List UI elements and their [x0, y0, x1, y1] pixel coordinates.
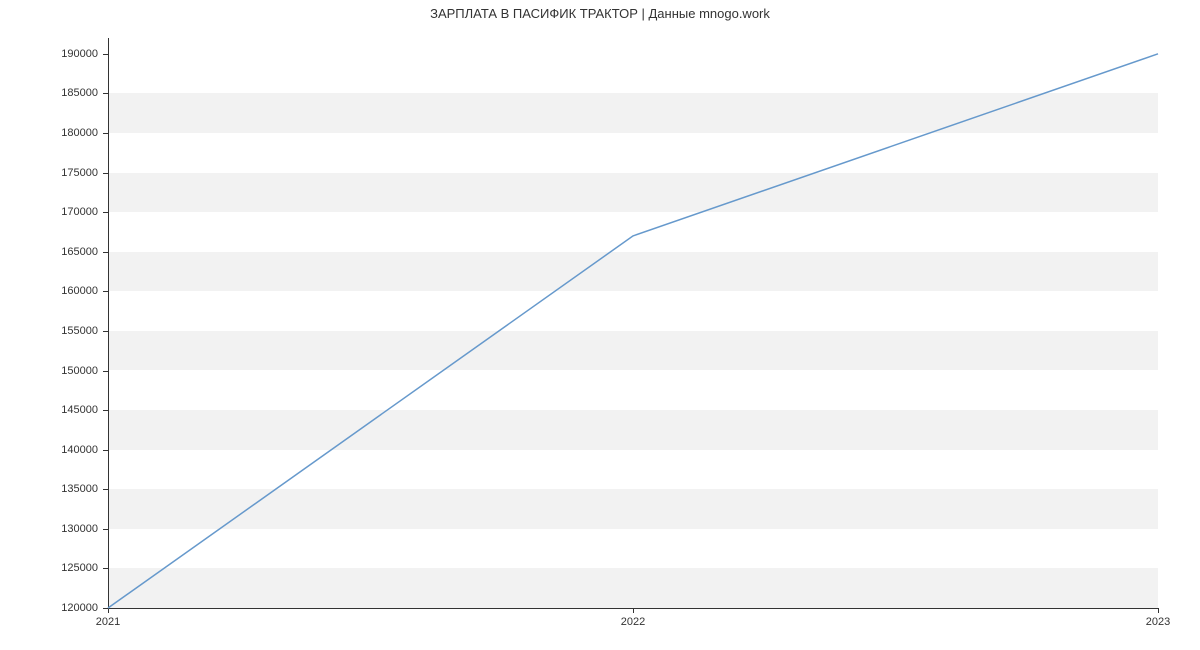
x-tick-mark [1158, 608, 1159, 613]
series-line-salary [108, 54, 1158, 608]
y-tick-label: 125000 [61, 562, 98, 574]
y-tick-label: 175000 [61, 167, 98, 179]
y-tick-label: 135000 [61, 483, 98, 495]
x-axis-line [108, 608, 1158, 609]
plot-area: 1200001250001300001350001400001450001500… [108, 38, 1158, 608]
y-tick-label: 150000 [61, 365, 98, 377]
x-tick-label: 2023 [1146, 616, 1170, 628]
y-tick-label: 190000 [61, 48, 98, 60]
y-tick-label: 170000 [61, 206, 98, 218]
y-tick-label: 120000 [61, 602, 98, 614]
x-tick-label: 2021 [96, 616, 120, 628]
y-tick-label: 155000 [61, 325, 98, 337]
chart-title: ЗАРПЛАТА В ПАСИФИК ТРАКТОР | Данные mnog… [0, 6, 1200, 21]
y-tick-label: 130000 [61, 523, 98, 535]
line-layer [108, 38, 1158, 608]
y-tick-label: 140000 [61, 444, 98, 456]
y-tick-label: 145000 [61, 404, 98, 416]
salary-line-chart: ЗАРПЛАТА В ПАСИФИК ТРАКТОР | Данные mnog… [0, 0, 1200, 650]
x-tick-label: 2022 [621, 616, 645, 628]
y-tick-label: 160000 [61, 285, 98, 297]
y-tick-label: 185000 [61, 87, 98, 99]
y-tick-label: 180000 [61, 127, 98, 139]
y-tick-label: 165000 [61, 246, 98, 258]
